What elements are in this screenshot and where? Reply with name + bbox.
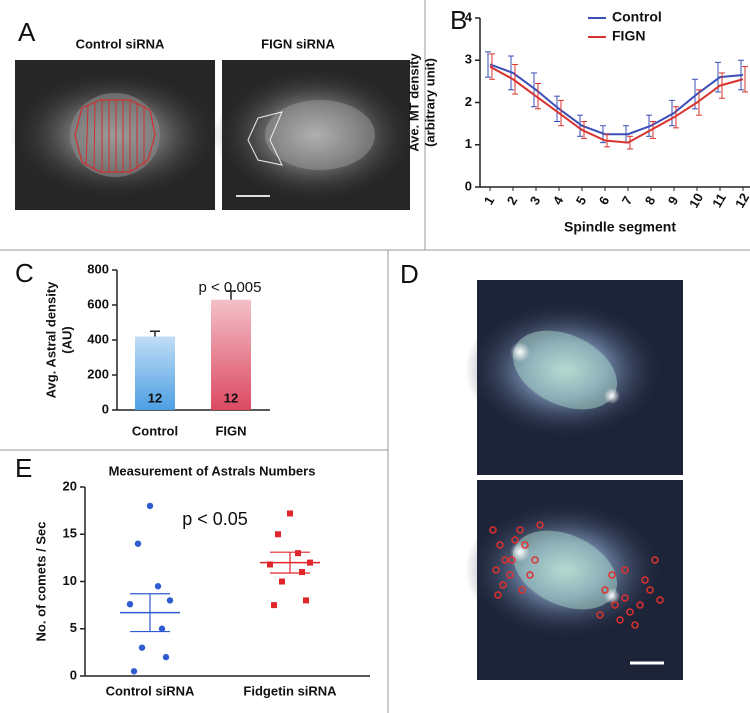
point bbox=[134, 540, 142, 547]
x-tick-label: 4 bbox=[550, 193, 567, 207]
x-tick-label: 6 bbox=[596, 194, 613, 208]
x-tick-label: Control siRNA bbox=[106, 683, 195, 698]
x-tick-label: 11 bbox=[709, 191, 729, 210]
point bbox=[275, 531, 281, 538]
point bbox=[130, 668, 138, 675]
micrograph bbox=[215, 60, 415, 210]
line bbox=[489, 63, 744, 136]
x-tick-label: 9 bbox=[665, 194, 682, 208]
panel-letter: D bbox=[400, 259, 419, 289]
y-tick-label: 0 bbox=[102, 401, 109, 416]
y-tick-label: 1 bbox=[465, 136, 472, 151]
point bbox=[279, 578, 285, 585]
annotation: p < 0.005 bbox=[199, 279, 262, 296]
point bbox=[146, 502, 154, 510]
bar bbox=[135, 336, 175, 410]
point bbox=[138, 644, 146, 651]
y-tick-label: 2 bbox=[465, 94, 472, 109]
y-axis-label: (arbitrary unit) bbox=[422, 58, 437, 147]
y-axis-label: Avg. Astral density bbox=[43, 281, 58, 399]
y-tick-label: 200 bbox=[87, 366, 109, 381]
image-label: Control siRNA bbox=[76, 36, 165, 51]
y-axis-label: (AU) bbox=[59, 326, 74, 353]
point bbox=[166, 597, 174, 604]
y-tick-label: 0 bbox=[70, 667, 77, 682]
x-tick-label: 10 bbox=[686, 190, 706, 210]
panel-letter: B bbox=[450, 5, 467, 35]
point bbox=[158, 625, 166, 632]
panel-letter: A bbox=[18, 17, 36, 47]
point bbox=[162, 653, 170, 661]
x-tick-label: 1 bbox=[481, 194, 498, 208]
point bbox=[271, 602, 277, 609]
bar-label: 12 bbox=[148, 390, 162, 405]
bar bbox=[211, 299, 251, 410]
point bbox=[267, 561, 273, 568]
point bbox=[299, 569, 305, 576]
image-label: FIGN siRNA bbox=[261, 36, 335, 51]
micrograph bbox=[10, 60, 220, 210]
y-tick-label: 0 bbox=[465, 178, 472, 193]
annotation: p < 0.05 bbox=[182, 509, 248, 529]
y-tick-label: 15 bbox=[63, 526, 77, 541]
x-tick-label: Control bbox=[132, 423, 178, 438]
x-tick-label: 5 bbox=[573, 194, 590, 208]
y-tick-label: 400 bbox=[87, 331, 109, 346]
x-tick-label: 2 bbox=[504, 194, 521, 208]
micrograph bbox=[465, 480, 683, 680]
x-axis-label: Spindle segment bbox=[564, 219, 676, 235]
x-tick-label: FIGN bbox=[215, 423, 246, 438]
micrograph bbox=[465, 280, 683, 475]
panel-letter: C bbox=[15, 258, 34, 288]
point bbox=[303, 597, 309, 604]
point bbox=[295, 550, 301, 557]
point bbox=[154, 583, 162, 590]
legend-label: FIGN bbox=[612, 28, 645, 44]
x-tick-label: 3 bbox=[527, 194, 544, 208]
y-tick-label: 20 bbox=[63, 478, 77, 493]
bar-label: 12 bbox=[224, 390, 238, 405]
y-axis-label: No. of comets / Sec bbox=[33, 522, 48, 642]
y-tick-label: 3 bbox=[465, 52, 472, 67]
y-tick-label: 4 bbox=[465, 9, 473, 24]
x-tick-label: 8 bbox=[642, 194, 659, 208]
y-tick-label: 800 bbox=[87, 261, 109, 276]
y-tick-label: 600 bbox=[87, 296, 109, 311]
legend-label: Control bbox=[612, 9, 662, 25]
x-tick-label: 12 bbox=[732, 190, 750, 210]
chart-title: Measurement of Astrals Numbers bbox=[109, 463, 316, 478]
x-tick-label: Fidgetin siRNA bbox=[243, 683, 337, 698]
x-tick-label: 7 bbox=[619, 194, 636, 208]
y-tick-label: 10 bbox=[63, 573, 77, 588]
point bbox=[287, 510, 293, 517]
panel-letter: E bbox=[15, 453, 32, 483]
point bbox=[126, 600, 134, 608]
y-axis-label: Ave. MT density bbox=[406, 52, 421, 151]
line bbox=[489, 65, 744, 144]
y-tick-label: 5 bbox=[70, 620, 77, 635]
